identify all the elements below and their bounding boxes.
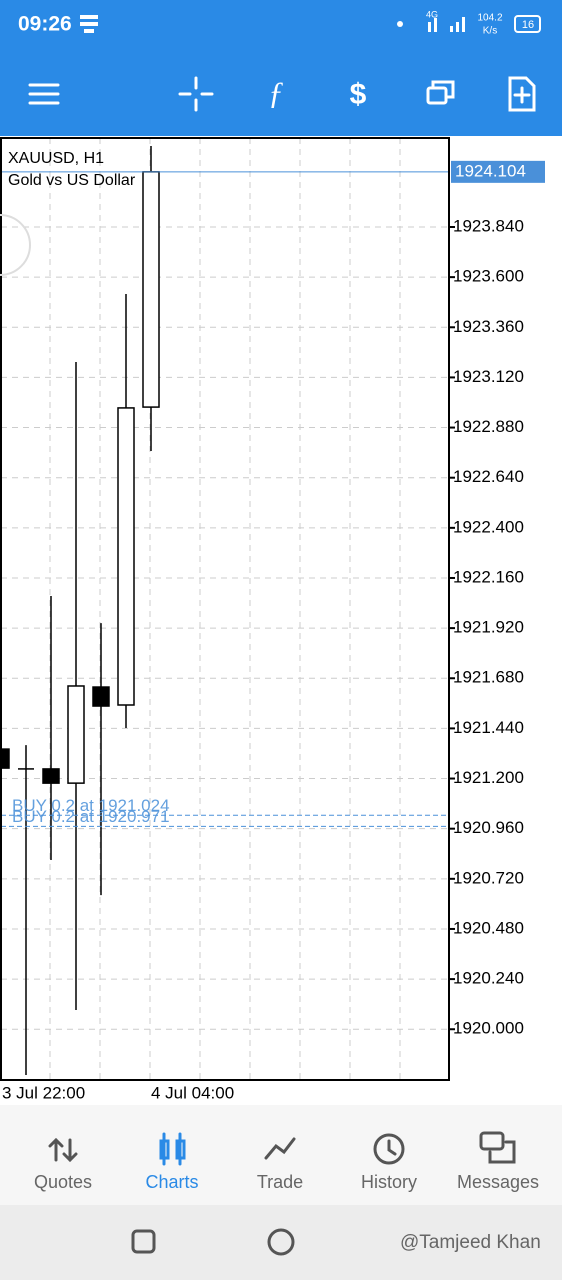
candle-body <box>1 748 10 769</box>
trade-button[interactable]: $ <box>350 78 367 111</box>
y-tick-label: 1922.400 <box>453 517 524 536</box>
nav-label[interactable]: Quotes <box>34 1172 92 1192</box>
chart-background <box>0 136 562 1105</box>
battery-outline <box>514 15 541 33</box>
x-tick-label: 4 Jul 04:00 <box>151 1083 234 1102</box>
menu-button[interactable] <box>28 83 60 105</box>
side-handle[interactable] <box>0 214 31 276</box>
chart: 1923.840 1923.600 1923.360 1923.120 1922.880… <box>1 145 545 1102</box>
network: 4G <box>426 9 438 19</box>
nav-icons <box>48 1131 516 1166</box>
x-tick-label: 3 Jul 22:00 <box>2 1083 85 1102</box>
y-tick-label: 1923.120 <box>453 367 524 386</box>
nav-labels: Quotes Charts Trade History Messages <box>34 1172 539 1192</box>
y-tick-label: 1922.640 <box>453 467 524 486</box>
quotes-icon[interactable] <box>48 1137 78 1163</box>
y-tick-label: 1920.480 <box>453 918 524 937</box>
y-tick-label: 1921.200 <box>453 768 524 787</box>
toolbar: ƒ $ <box>28 74 536 112</box>
messages-icon[interactable] <box>479 1131 516 1164</box>
windows-button[interactable] <box>426 80 455 105</box>
trade-icon[interactable] <box>264 1137 296 1160</box>
crosshair-button[interactable] <box>178 76 214 112</box>
y-tick-label: 1922.160 <box>453 567 524 586</box>
order-label: BUY 0.2 at 1921.024 <box>12 796 170 815</box>
y-tick-label: 1920.000 <box>453 1019 524 1038</box>
candle-body <box>142 171 160 408</box>
y-tick-label: 1921.920 <box>453 618 524 637</box>
home-button[interactable] <box>267 1228 295 1256</box>
clock: 09:26 <box>18 13 72 36</box>
battery: 16 <box>522 19 534 31</box>
watermark: @Tamjeed Khan <box>400 1232 541 1253</box>
nav-label[interactable]: Trade <box>257 1172 303 1192</box>
order-label: BUY 0.2 at 1920.971 <box>12 807 170 826</box>
indicators-button[interactable]: ƒ <box>268 74 284 110</box>
nav-label[interactable]: History <box>361 1172 417 1192</box>
y-tick-label: 1921.680 <box>453 668 524 687</box>
y-tick-label: 1921.440 <box>453 718 524 737</box>
new-order-button[interactable] <box>508 76 536 112</box>
price-label: 1924.104 <box>455 161 526 180</box>
chart-title: XAUUSD, H1 <box>8 150 104 167</box>
y-tick-label: 1920.720 <box>453 868 524 887</box>
nav-label[interactable]: Messages <box>457 1172 539 1192</box>
history-icon[interactable] <box>373 1133 405 1165</box>
candle-body <box>42 768 60 784</box>
speed-unit: K/s <box>483 26 497 37</box>
status-icon <box>80 15 465 33</box>
recents-button[interactable] <box>131 1229 156 1254</box>
price-tag <box>451 160 545 183</box>
candle-body <box>117 407 135 706</box>
y-tick-label: 1923.360 <box>453 317 524 336</box>
y-tick-label: 1920.240 <box>453 969 524 988</box>
charts-icon[interactable] <box>159 1132 186 1166</box>
speed: 104.2 <box>477 13 502 24</box>
y-tick-label: 1923.600 <box>453 267 524 286</box>
candle-body <box>67 685 85 784</box>
candle-body <box>92 686 110 707</box>
bottom-nav <box>0 1105 562 1205</box>
candles <box>1 145 160 1075</box>
y-tick-label: 1923.840 <box>453 216 524 235</box>
chart-subtitle: Gold vs US Dollar <box>8 172 136 189</box>
y-tick-label: 1920.960 <box>453 818 524 837</box>
plot-border <box>0 137 450 1081</box>
y-tick-label: 1922.880 <box>453 417 524 436</box>
nav-label[interactable]: Charts <box>145 1172 198 1192</box>
system-bar <box>0 1205 562 1280</box>
